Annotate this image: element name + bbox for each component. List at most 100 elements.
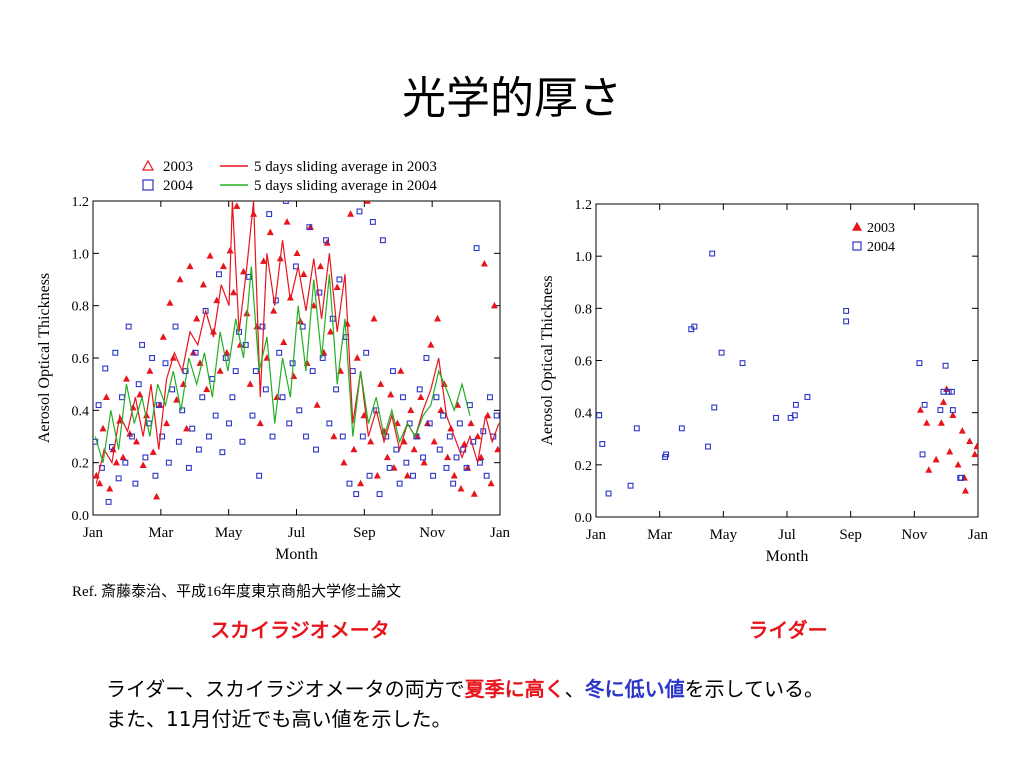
right-point-2004 (791, 412, 798, 419)
left-point-2003 (149, 448, 157, 455)
right-legend-label: 2004 (867, 240, 895, 255)
right-point-2004 (843, 318, 850, 325)
left-point-2004 (209, 375, 216, 382)
left-point-2004 (222, 355, 229, 361)
left-xtick-label: May (215, 525, 243, 541)
left-point-2004 (276, 349, 283, 356)
left-point-2003 (333, 283, 341, 291)
right-point-2004 (792, 401, 799, 408)
right-point-2004 (804, 394, 811, 400)
right-point-2003 (958, 427, 966, 434)
left-point-2003 (260, 257, 268, 264)
left-point-2004 (162, 360, 169, 367)
left-point-2004 (202, 307, 209, 314)
right-plot-area (596, 250, 978, 497)
right-ytick-label: 0.2 (575, 459, 593, 474)
right-point-2004 (958, 474, 965, 481)
left-point-2003 (203, 385, 211, 393)
left-point-2003 (427, 341, 435, 348)
right-point-2003 (925, 466, 933, 473)
summary-line-1: ライダー、スカイラジオメータの両方で夏季に高く、冬に低い値を示している。 (106, 674, 824, 704)
left-ytick-label: 1.2 (72, 195, 90, 210)
left-point-2004 (376, 491, 383, 498)
right-point-2003 (973, 442, 978, 450)
right-point-2004 (633, 425, 640, 432)
left-point-2003 (256, 419, 264, 427)
left-series-line-red (95, 201, 500, 484)
left-point-2004 (125, 323, 132, 330)
left-point-2003 (450, 471, 458, 479)
left-point-2004 (152, 472, 159, 479)
left-point-2004 (359, 433, 366, 440)
left-point-2003 (330, 432, 338, 440)
skyradiometer-caption: スカイラジオメータ (210, 618, 390, 642)
left-point-2004 (460, 446, 467, 453)
left-point-2004 (456, 420, 463, 427)
right-point-2004 (937, 407, 944, 414)
left-point-2003 (387, 390, 395, 398)
left-point-2004 (155, 402, 162, 409)
left-point-2003 (390, 464, 398, 471)
left-point-2004 (349, 368, 356, 375)
left-ytick-label: 0.0 (72, 509, 90, 524)
left-point-2003 (153, 492, 161, 500)
left-point-2003 (112, 458, 120, 466)
left-legend-marker-triangle (141, 159, 155, 171)
left-point-2004 (379, 237, 386, 244)
left-point-2003 (173, 396, 181, 403)
right-point-2004 (949, 407, 956, 414)
right-ytick-label: 1.0 (575, 250, 593, 265)
left-point-2003 (166, 299, 174, 306)
right-point-2004 (678, 425, 685, 432)
left-point-2003 (340, 458, 348, 466)
left-point-2003 (283, 218, 291, 225)
left-point-2003 (353, 354, 361, 361)
left-point-2004 (299, 323, 306, 330)
left-point-2003 (286, 293, 294, 301)
left-point-2004 (232, 368, 239, 375)
right-legend-marker-triangle (851, 221, 863, 231)
left-point-2004 (406, 420, 413, 427)
summary-line-2: また、11月付近でも高い値を示した。 (106, 707, 452, 731)
left-point-2003 (273, 393, 281, 400)
left-point-2003 (186, 262, 194, 270)
right-point-2004 (957, 474, 964, 481)
left-point-2004 (296, 407, 303, 414)
left-point-2004 (400, 394, 406, 401)
left-point-2003 (367, 437, 375, 445)
left-legend-label: 5 days sliding average in 2004 (254, 178, 437, 194)
left-point-2003 (424, 419, 432, 427)
left-point-2003 (236, 341, 244, 348)
left-point-2004 (242, 341, 249, 348)
left-point-2003 (96, 479, 104, 487)
right-xtick-label: Mar (647, 527, 672, 543)
left-xaxis-label: Month (275, 546, 318, 563)
right-point-2004 (605, 490, 612, 497)
right-point-2004 (773, 414, 779, 421)
left-point-2003 (119, 453, 127, 461)
left-xtick-label: Sep (353, 525, 376, 541)
left-point-2003 (243, 309, 251, 317)
right-xaxis-label: Month (766, 548, 809, 565)
left-point-2003 (370, 314, 378, 322)
left-point-2003 (246, 380, 254, 387)
left-point-2003 (310, 301, 318, 309)
left-point-2003 (484, 411, 492, 419)
left-point-2004 (443, 464, 450, 471)
left-point-2004 (473, 245, 480, 252)
left-point-2004 (403, 459, 410, 466)
right-yaxis-label: Aerosol Optical Thickness (539, 275, 556, 445)
left-point-2004 (216, 271, 222, 278)
left-point-2004 (430, 472, 437, 479)
right-point-2004 (739, 360, 746, 367)
left-point-2004 (226, 420, 232, 427)
left-point-2004 (249, 412, 256, 419)
left-point-2003 (383, 453, 391, 461)
left-point-2004 (319, 355, 326, 361)
summary-highlight-summer: 夏季に高く (464, 677, 565, 701)
left-point-2003 (93, 471, 100, 479)
left-point-2004 (420, 454, 427, 461)
page-title: 光学的厚さ (402, 73, 622, 124)
reference-note: Ref. 斎藤泰治、平成16年度東京商船大学修士論文 (72, 584, 402, 600)
left-point-2003 (293, 249, 301, 257)
